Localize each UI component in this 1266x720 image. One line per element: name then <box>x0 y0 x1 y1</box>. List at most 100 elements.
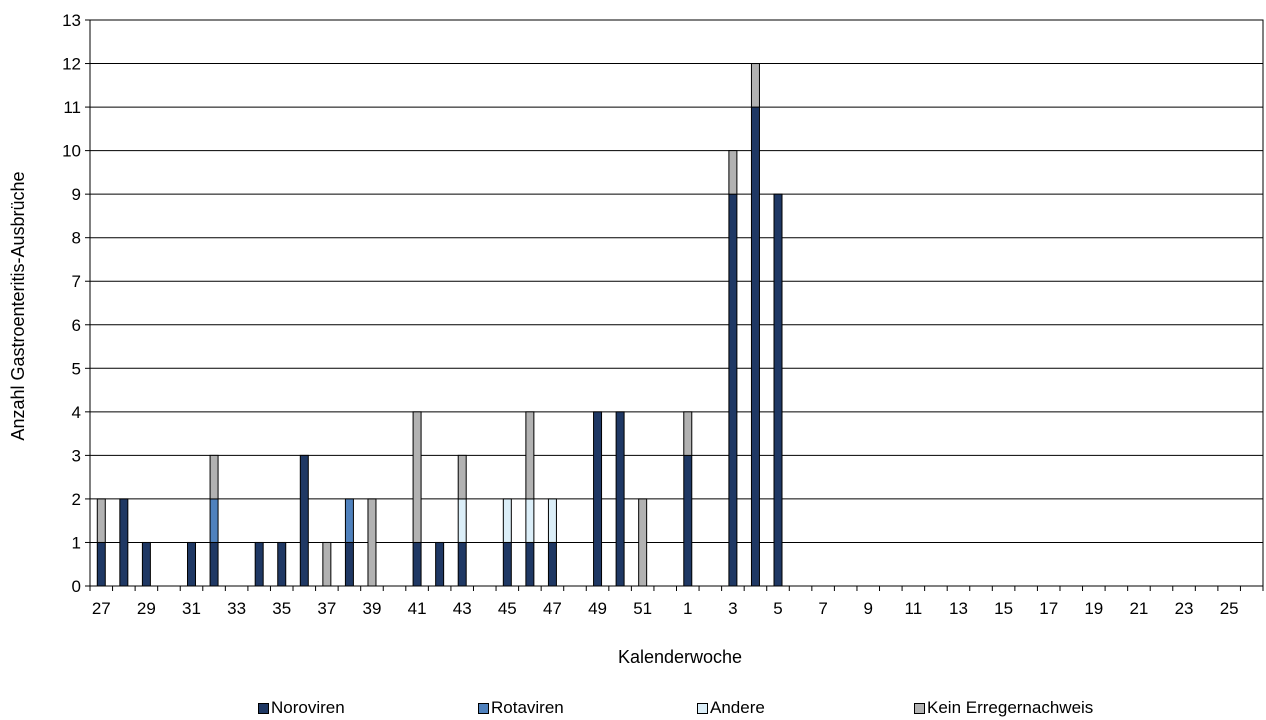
bar-segment-andere <box>525 498 535 543</box>
bar-segment-noroviren <box>344 541 354 587</box>
bar-segment-noroviren <box>615 411 625 587</box>
bar-segment-noroviren <box>96 541 106 587</box>
y-axis-title: Anzahl Gastroenteritis-Ausbrüche <box>8 171 28 440</box>
x-tick-label: 17 <box>1039 599 1058 618</box>
bar-segment-noroviren <box>119 498 129 587</box>
bar-segment-kein-erregernachweis <box>728 150 738 195</box>
legend-label-kein-erregernachweis: Kein Erregernachweis <box>927 698 1094 717</box>
x-tick-label: 29 <box>137 599 156 618</box>
y-tick-label: 1 <box>72 533 81 552</box>
x-tick-label: 39 <box>363 599 382 618</box>
bar-segment-noroviren <box>457 541 467 587</box>
bar-segment-noroviren <box>547 541 557 587</box>
bar-segment-rotaviren <box>209 498 219 543</box>
axes <box>85 19 1264 591</box>
bar-segment-noroviren <box>502 541 512 587</box>
bar-segment-kein-erregernachweis <box>367 498 377 587</box>
y-tick-label: 7 <box>72 272 81 291</box>
x-tick-label: 15 <box>994 599 1013 618</box>
legend-swatch-kein-erregernachweis <box>914 702 925 714</box>
bar-segment-noroviren <box>299 454 309 587</box>
legend-swatch-noroviren <box>258 702 269 714</box>
bar-segment-noroviren <box>277 541 287 587</box>
bar-segment-kein-erregernachweis <box>322 541 332 587</box>
legend-swatch-rotaviren <box>478 702 489 714</box>
x-tick-label: 5 <box>773 599 782 618</box>
bar-segment-kein-erregernachweis <box>683 411 693 456</box>
x-tick-label: 25 <box>1220 599 1239 618</box>
bar-segment-kein-erregernachweis <box>457 454 467 500</box>
legend-swatch-andere <box>697 702 708 714</box>
bar-segment-noroviren <box>412 541 422 587</box>
x-tick-labels: 27 29 31 33 35 37 39 41 43 45 47 49 51 1 3 5 7 9 11 13 15 17 1… <box>92 599 1239 618</box>
y-tick-label: 2 <box>72 490 81 509</box>
bar-segment-kein-erregernachweis <box>209 454 219 500</box>
y-tick-label: 11 <box>63 98 81 117</box>
x-tick-label: 3 <box>728 599 737 618</box>
bar-segment-noroviren <box>209 541 219 587</box>
y-tick-label: 6 <box>72 316 81 335</box>
bar-segment-noroviren <box>683 454 693 587</box>
legend-item-noroviren: Noroviren <box>258 698 345 718</box>
legend-label-noroviren: Noroviren <box>271 698 345 717</box>
bar-segment-kein-erregernachweis <box>638 498 648 587</box>
bar-segment-noroviren <box>593 411 603 587</box>
bar-segment-noroviren <box>750 106 760 587</box>
plot-frame <box>89 19 1264 587</box>
x-tick-label: 27 <box>92 599 111 618</box>
y-tick-label: 12 <box>62 55 81 74</box>
legend-item-kein-erregernachweis: Kein Erregernachweis <box>914 698 1093 718</box>
y-tick-label: 4 <box>72 403 81 422</box>
legend-label-andere: Andere <box>710 698 765 717</box>
bar-segment-andere <box>457 498 467 543</box>
y-tick-label: 9 <box>72 185 81 204</box>
legend: Noroviren Rotaviren Andere Kein Erregern… <box>0 698 1266 720</box>
x-tick-label: 11 <box>905 599 923 618</box>
bar-segment-noroviren <box>728 193 738 587</box>
y-tick-label: 5 <box>72 359 81 378</box>
x-tick-label: 1 <box>683 599 692 618</box>
x-tick-label: 23 <box>1175 599 1194 618</box>
y-tick-label: 0 <box>72 577 81 596</box>
gridlines <box>90 63 1263 543</box>
y-tick-label: 8 <box>72 229 81 248</box>
x-tick-label: 7 <box>818 599 827 618</box>
x-axis-title: Kalenderwoche <box>618 647 742 667</box>
x-tick-label: 45 <box>498 599 517 618</box>
bar-segment-noroviren <box>141 541 151 587</box>
bar-segment-kein-erregernachweis <box>96 498 106 543</box>
x-tick-label: 9 <box>864 599 873 618</box>
legend-label-rotaviren: Rotaviren <box>491 698 564 717</box>
x-tick-label: 33 <box>227 599 246 618</box>
bar-segment-noroviren <box>435 541 445 587</box>
bar-segment-andere <box>502 498 512 543</box>
x-tick-label: 37 <box>317 599 336 618</box>
x-tick-label: 21 <box>1129 599 1148 618</box>
bar-segment-andere <box>547 498 557 543</box>
x-tick-label: 35 <box>272 599 291 618</box>
bar-segment-kein-erregernachweis <box>412 411 422 543</box>
y-tick-label: 3 <box>72 446 81 465</box>
x-tick-label: 49 <box>588 599 607 618</box>
y-tick-label: 10 <box>62 142 81 161</box>
x-tick-label: 47 <box>543 599 562 618</box>
bar-segment-noroviren <box>254 541 264 587</box>
bar-segment-noroviren <box>525 541 535 587</box>
x-tick-label: 43 <box>453 599 472 618</box>
x-tick-label: 41 <box>408 599 427 618</box>
x-tick-label: 13 <box>949 599 968 618</box>
bar-segment-noroviren <box>187 541 197 587</box>
bar-segment-kein-erregernachweis <box>525 411 535 500</box>
bar-segment-noroviren <box>773 193 783 587</box>
x-tick-label: 31 <box>182 599 201 618</box>
y-tick-label: 13 <box>62 11 81 30</box>
bar-segment-rotaviren <box>344 498 354 543</box>
x-tick-label: 51 <box>633 599 652 618</box>
bar-segment-kein-erregernachweis <box>750 63 760 108</box>
bars <box>96 63 783 587</box>
legend-item-andere: Andere <box>697 698 765 718</box>
legend-item-rotaviren: Rotaviren <box>478 698 564 718</box>
x-tick-label: 19 <box>1084 599 1103 618</box>
